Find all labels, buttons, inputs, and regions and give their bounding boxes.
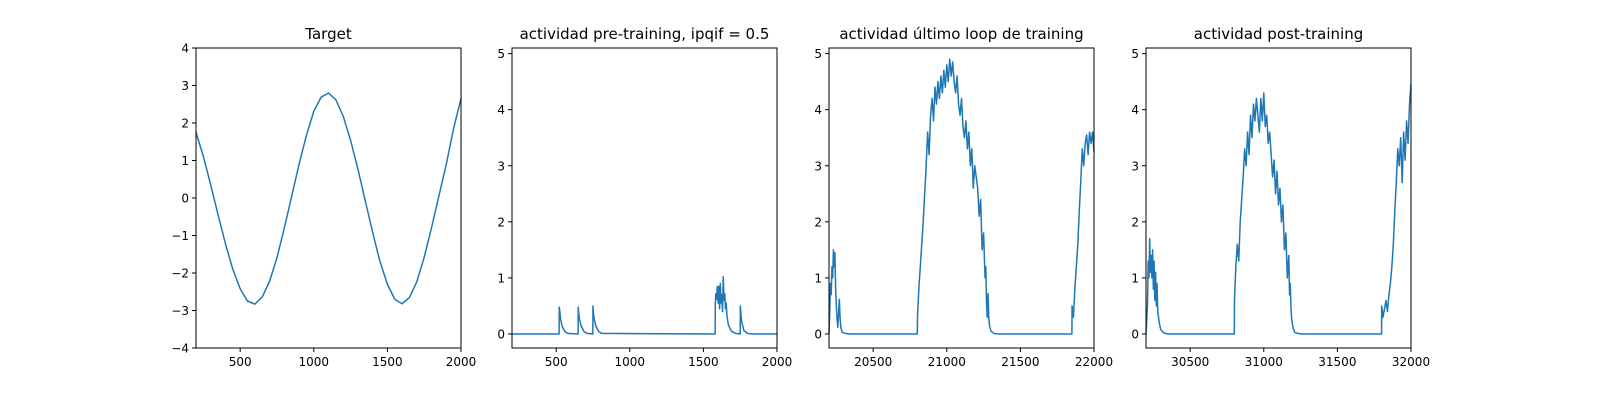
panel-ultimo-loop: actividad último loop de training 20500 2… — [814, 25, 1113, 369]
x-tick-label: 21000 — [928, 355, 966, 369]
x-tick-label: 20500 — [854, 355, 892, 369]
axes-frame-target — [195, 47, 462, 349]
panel-post-training: actividad post-training 30500 31000 31500 3… — [1131, 25, 1430, 369]
y-tick-label: 4 — [497, 103, 505, 117]
panel-title-post-training: actividad post-training — [1194, 25, 1363, 43]
y-tick-label: 4 — [181, 42, 189, 56]
x-tick-label: 32000 — [1392, 355, 1430, 369]
x-tick-label: 22000 — [1075, 355, 1113, 369]
series-line-post-training — [1145, 83, 1412, 335]
y-tick-label: 2 — [1131, 215, 1139, 229]
y-tick-label: 3 — [814, 159, 822, 173]
y-tick-label: 3 — [181, 79, 189, 93]
y-tick-label: 0 — [497, 327, 505, 341]
y-tick-label: −2 — [171, 267, 189, 281]
x-tick-label: 31500 — [1318, 355, 1356, 369]
x-tick-label: 1000 — [299, 355, 330, 369]
y-tick-label: 5 — [814, 47, 822, 61]
x-tick-label: 2000 — [762, 355, 793, 369]
y-tick-label: 0 — [1131, 327, 1139, 341]
x-tick-label: 500 — [229, 355, 252, 369]
y-tick-label: −4 — [171, 342, 189, 356]
y-tick-label: 1 — [497, 271, 505, 285]
x-tick-label: 1500 — [688, 355, 719, 369]
axes-ultimo-loop: 20500 21000 21500 22000 0 1 2 3 4 5 — [814, 47, 1113, 369]
x-tick-label: 500 — [545, 355, 568, 369]
y-tick-label: 2 — [497, 215, 505, 229]
series-line-pre-training — [511, 276, 778, 335]
y-tick-label: 1 — [181, 154, 189, 168]
y-tick-label: 1 — [1131, 271, 1139, 285]
axes-frame-ultimo-loop — [828, 47, 1095, 349]
panel-title-ultimo-loop: actividad último loop de training — [839, 25, 1083, 43]
y-tick-label: 2 — [181, 117, 189, 131]
panel-title-pre-training: actividad pre-training, ipqif = 0.5 — [520, 25, 770, 43]
y-tick-label: 3 — [497, 159, 505, 173]
x-tick-label: 2000 — [446, 355, 477, 369]
panel-target: Target 500 1000 1500 2000 −4 −3 −2 −1 0 1 2 3 4 — [171, 25, 476, 369]
series-line-ultimo-loop — [828, 58, 1095, 335]
panel-pre-training: actividad pre-training, ipqif = 0.5 500 1… — [497, 25, 792, 369]
axes-pre-training: 500 1000 1500 2000 0 1 2 3 4 5 — [497, 47, 792, 369]
series-line-target — [195, 92, 462, 305]
x-tick-label: 21500 — [1001, 355, 1039, 369]
y-tick-label: 5 — [497, 47, 505, 61]
axes-target: 500 1000 1500 2000 −4 −3 −2 −1 0 1 2 3 4 — [171, 42, 476, 370]
x-tick-label: 31000 — [1245, 355, 1283, 369]
y-tick-label: 5 — [1131, 47, 1139, 61]
y-tick-label: −3 — [171, 304, 189, 318]
panel-title-target: Target — [304, 25, 352, 43]
y-tick-label: 3 — [1131, 159, 1139, 173]
y-tick-label: 0 — [814, 327, 822, 341]
x-tick-label: 1000 — [615, 355, 646, 369]
y-tick-label: 2 — [814, 215, 822, 229]
y-tick-label: 0 — [181, 192, 189, 206]
y-tick-label: −1 — [171, 229, 189, 243]
y-tick-label: 4 — [1131, 103, 1139, 117]
x-tick-label: 30500 — [1171, 355, 1209, 369]
x-tick-label: 1500 — [372, 355, 403, 369]
y-tick-label: 4 — [814, 103, 822, 117]
y-tick-label: 1 — [814, 271, 822, 285]
axes-post-training: 30500 31000 31500 32000 0 1 2 3 4 5 — [1131, 47, 1430, 369]
axes-frame-post-training — [1145, 47, 1412, 349]
axes-frame-pre-training — [511, 47, 778, 349]
